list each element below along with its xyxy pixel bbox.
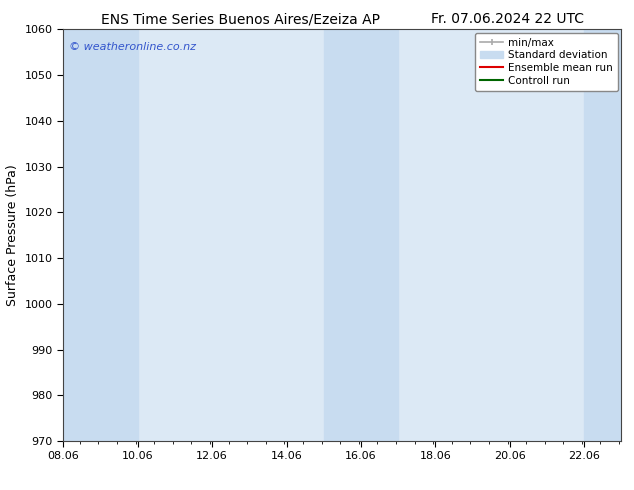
Bar bbox=[63, 29, 138, 441]
Bar bbox=[324, 29, 398, 441]
Text: Fr. 07.06.2024 22 UTC: Fr. 07.06.2024 22 UTC bbox=[430, 12, 584, 26]
Y-axis label: Surface Pressure (hPa): Surface Pressure (hPa) bbox=[6, 164, 19, 306]
Text: ENS Time Series Buenos Aires/Ezeiza AP: ENS Time Series Buenos Aires/Ezeiza AP bbox=[101, 12, 380, 26]
Text: © weatheronline.co.nz: © weatheronline.co.nz bbox=[69, 42, 196, 52]
Legend: min/max, Standard deviation, Ensemble mean run, Controll run: min/max, Standard deviation, Ensemble me… bbox=[475, 32, 618, 91]
Bar bbox=[584, 29, 621, 441]
